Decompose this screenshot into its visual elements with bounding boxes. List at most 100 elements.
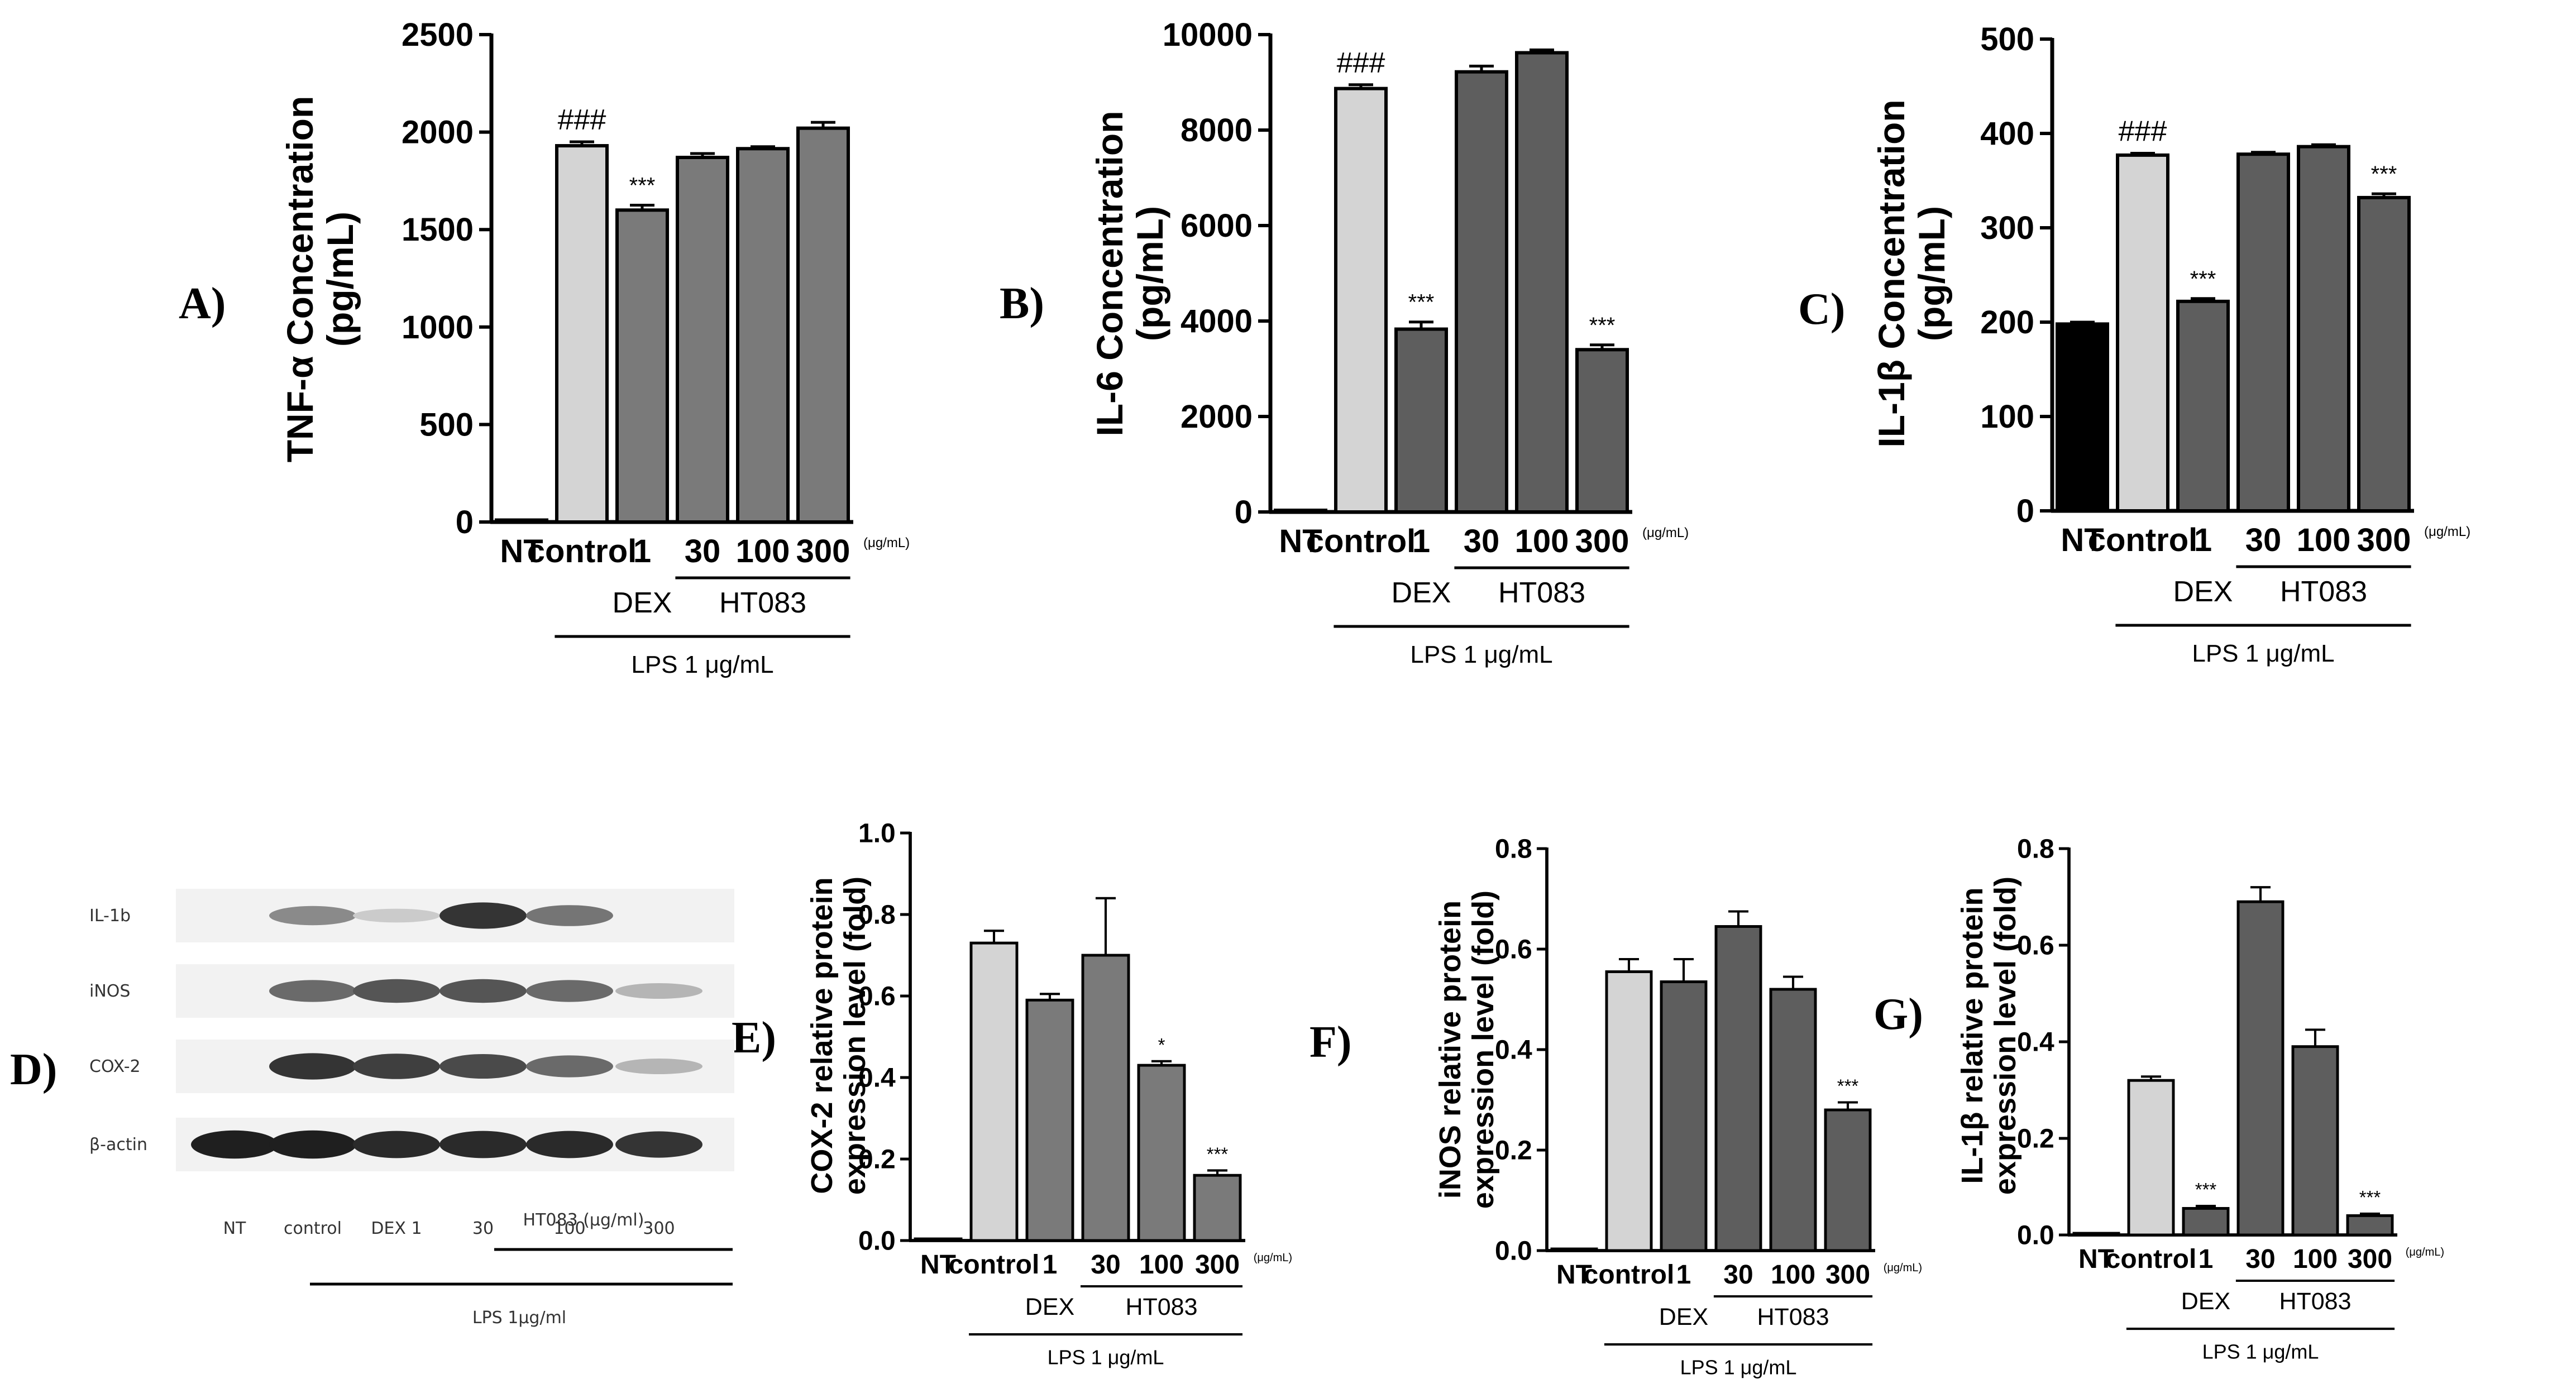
y-tick-label: 0.0 [2017,1220,2054,1250]
group-label: DEX [2181,1288,2230,1315]
x-tick-label: 100 [1771,1260,1815,1290]
x-tick-label: control [1584,1260,1675,1290]
y-tick-label: 0 [1235,494,1253,530]
bar [1714,925,1762,1252]
x-tick-label: 1 [2199,1244,2214,1274]
bar [914,1237,963,1242]
y-axis-title: IL-1β relative proteinexpression level (… [1956,877,2022,1195]
outer-group-label: LPS 1 μg/mL [1410,641,1552,668]
bar [1824,1108,1872,1252]
blot-lane-label: DEX 1 [371,1219,422,1238]
panel-label: E) [732,1013,776,1062]
x-tick-label: 30 [1723,1260,1753,1290]
blot-lane-label: 300 [643,1219,675,1238]
x-tick-label: 300 [796,533,850,569]
blot-row-label: IL-1b [89,906,131,926]
x-tick-label: 30 [1464,523,1500,559]
y-axis-title-line: (pg/mL) [319,212,361,347]
bar [1605,970,1653,1252]
bar [1769,988,1817,1252]
bar [2182,1206,2230,1237]
blot-band [439,902,527,929]
chart-panel-f: F) iNOS relative proteinexpression level … [1309,834,1922,1378]
group-label: DEX [2173,576,2233,608]
blot-band [353,979,440,1003]
y-tick-label: 500 [1980,21,2034,58]
outer-group-label: LPS 1 μg/mL [2202,1340,2319,1363]
significance-marker: *** [2359,1187,2381,1208]
x-tick-label: NT [2061,522,2104,558]
bar [1193,1174,1242,1242]
x-tick-label: 1 [1412,523,1430,559]
bar [796,126,850,524]
significance-marker: *** [2371,162,2397,186]
chart-panel-c: C) IL-1β Concentration(pg/mL) 0 100 200 300 40… [1798,21,2470,667]
x-tick-label: NT [920,1250,956,1280]
blot-band [615,1131,702,1158]
blot-band [526,1055,613,1078]
x-tick-label: 100 [1139,1250,1184,1280]
blot-row-label: COX-2 [89,1057,141,1076]
x-tick-label: 300 [2348,1244,2392,1274]
panel-label: F) [1309,1018,1352,1067]
x-tick-label: NT [1279,523,1322,559]
y-axis-title: IL-1β Concentration(pg/mL) [1871,99,1952,447]
blot-band [615,983,702,999]
outer-group-label: LPS 1 μg/mL [1048,1346,1164,1368]
y-tick-label: 300 [1980,210,2034,246]
significance-marker: *** [629,174,656,198]
y-tick-label: 0.2 [2017,1124,2054,1153]
outer-group-label: LPS 1 μg/mL [2192,640,2334,667]
x-tick-label: NT [2078,1244,2114,1274]
blot-band [439,979,527,1003]
bar [555,144,609,524]
y-tick-label: 200 [1980,304,2034,341]
blot-band [353,908,440,923]
chart-panel-b: B) IL-6 Concentration(pg/mL) 0 2000 4000 6000… [1000,17,1689,668]
chart-panel-e: E) COX-2 relative proteinexpression level… [732,818,1292,1368]
y-tick-label: 0.4 [1495,1035,1532,1065]
bar [1137,1064,1186,1242]
y-axis-title-line: (pg/mL) [1911,206,1952,341]
y-tick-label: 0.6 [2017,931,2054,960]
x-tick-label: 30 [685,533,721,569]
bar [736,147,790,524]
outer-group-label: LPS 1 μg/mL [631,651,773,678]
bar [2072,1232,2120,1237]
y-axis-title: iNOS relative proteinexpression level (f… [1433,890,1500,1209]
x-tick-label: control [2106,1244,2197,1274]
blot-band [353,1131,440,1158]
x-tick-label: control [2088,522,2198,558]
bar [676,155,729,524]
unit-label: (μg/mL) [1254,1252,1292,1264]
x-tick-label: 1 [2194,522,2212,558]
blot-lane-label: NT [223,1219,246,1238]
x-tick-label: 300 [1575,523,1629,559]
outer-group-label: LPS 1 μg/mL [1680,1356,1797,1378]
y-tick-label: 2500 [402,17,474,53]
y-axis-title: IL-6 Concentration(pg/mL) [1089,111,1170,436]
y-tick-label: 1000 [402,309,474,346]
y-tick-label: 0.8 [1495,834,1532,864]
y-tick-label: 0 [456,504,474,540]
y-tick-label: 400 [1980,116,2034,152]
y-tick-label: 0.0 [1495,1236,1532,1266]
y-tick-label: 0.4 [858,1063,896,1093]
y-axis-title-line: COX-2 relative protein [805,877,839,1194]
x-tick-label: 300 [1825,1260,1870,1290]
y-tick-label: 0 [2016,493,2034,529]
y-axis-title-line: TNF-α Concentration [279,96,321,463]
x-tick-label: 30 [2245,522,2282,558]
panel-label: C) [1798,285,1845,334]
x-tick-label: 30 [1091,1250,1120,1280]
y-tick-label: 0.2 [1495,1136,1532,1165]
significance-marker: ### [558,104,606,136]
y-tick-label: 0.8 [2017,834,2054,864]
chart-panel-a: A) TNF-α Concentration(pg/mL) 0 500 1000 1500… [179,17,910,678]
bar [2127,1079,2175,1237]
y-tick-label: 2000 [402,114,474,151]
bar [2236,900,2285,1237]
bar [2346,1214,2394,1237]
blot-band [269,1130,356,1159]
